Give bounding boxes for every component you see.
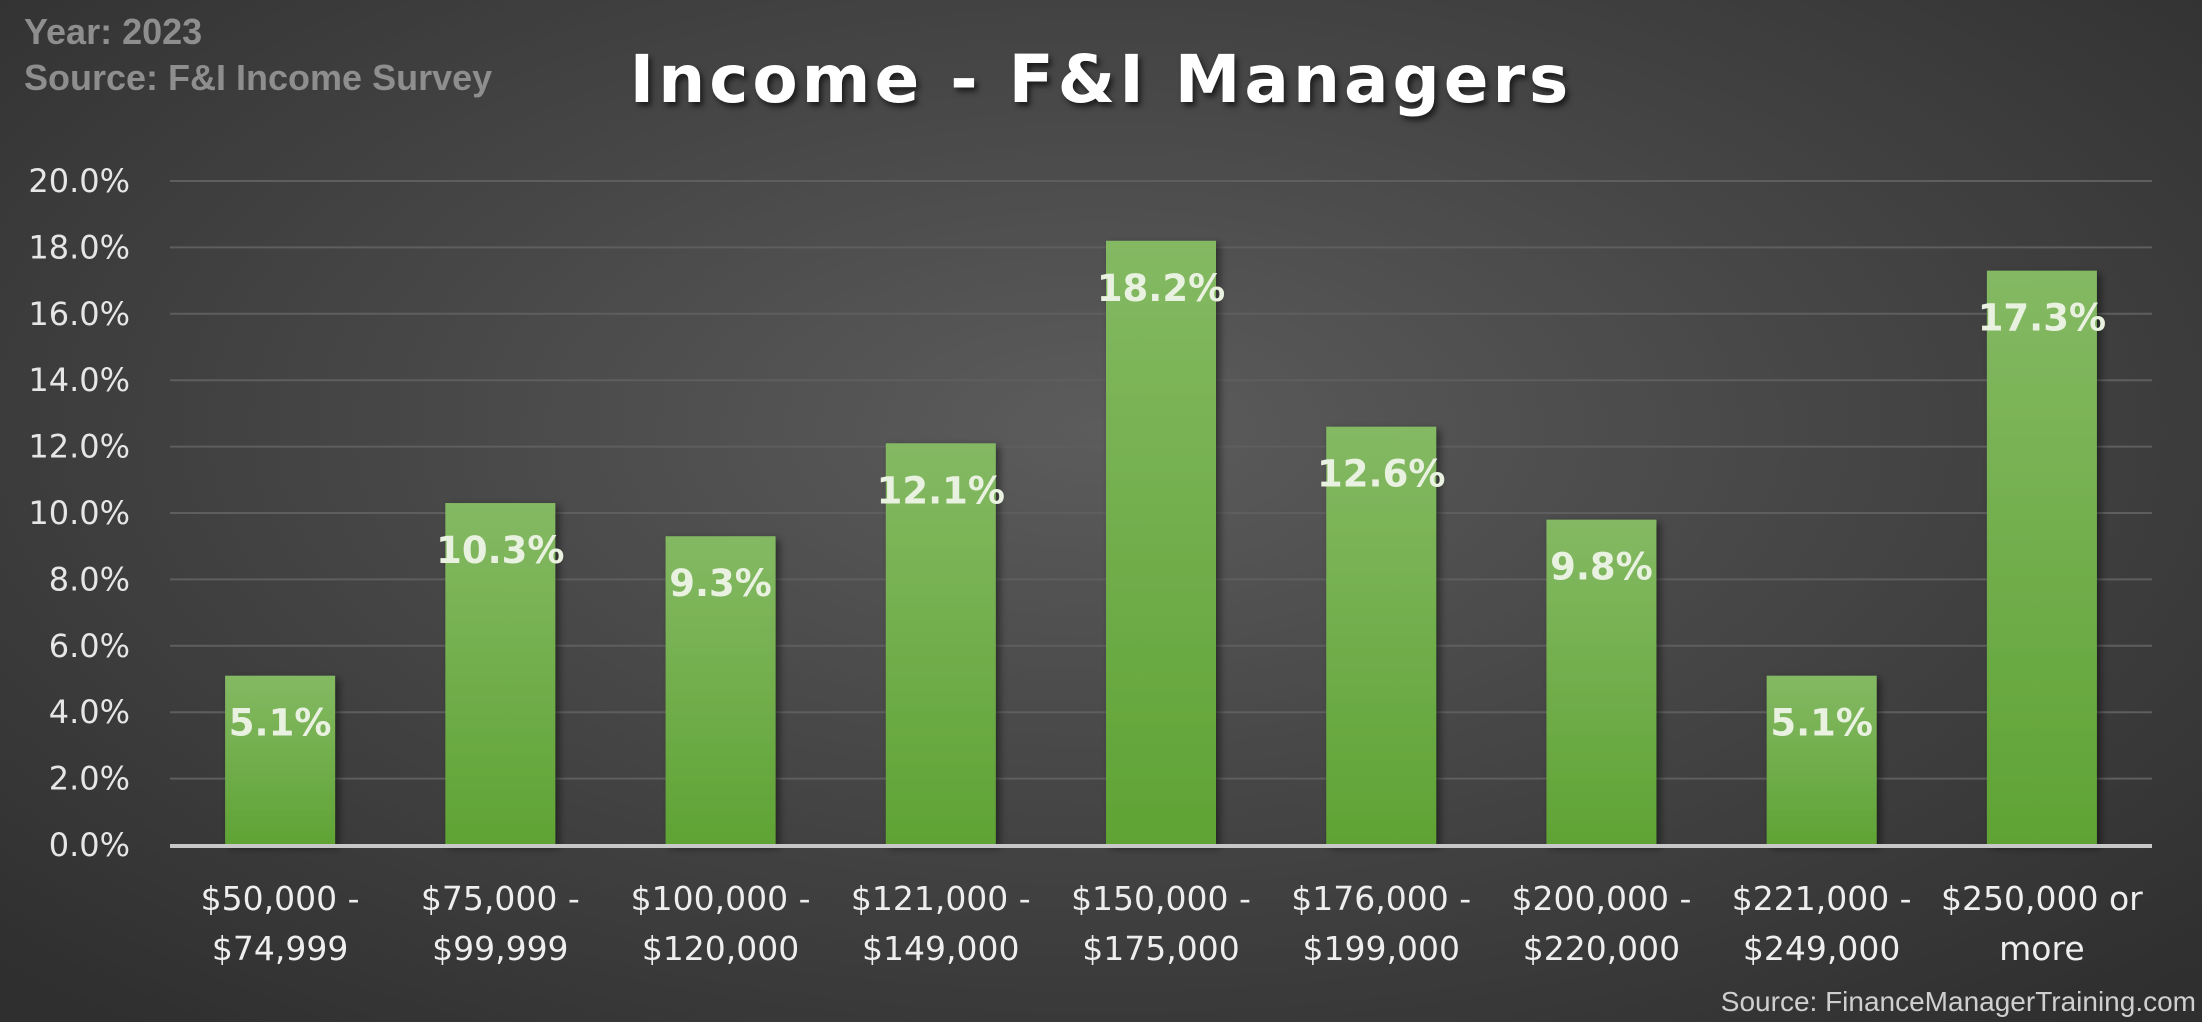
x-tick-label-line: $176,000 - xyxy=(1291,879,1471,918)
bar xyxy=(1106,240,1216,845)
x-tick-label-line: $75,000 - xyxy=(421,879,580,918)
x-tick-label: $176,000 - $199,000 xyxy=(1291,879,1471,968)
footer-source: Source: FinanceManagerTraining.com xyxy=(1720,986,2196,1017)
x-tick-label-line: $249,000 xyxy=(1743,929,1900,968)
x-tick-label-line: $199,000 xyxy=(1302,929,1459,968)
data-label: 10.3% xyxy=(436,529,564,572)
y-tick-label: 0.0% xyxy=(49,826,130,864)
data-label: 12.1% xyxy=(877,469,1005,512)
bar xyxy=(225,675,336,845)
bars xyxy=(225,240,2097,845)
x-tick-label-line: $220,000 xyxy=(1523,929,1680,968)
survey-source-note: Source: F&I Income Survey xyxy=(24,57,493,98)
y-tick-label: 8.0% xyxy=(49,560,130,598)
x-tick-label-line: $120,000 xyxy=(642,929,799,968)
x-tick-label: $100,000 - $120,000 xyxy=(631,879,811,968)
y-tick-label: 2.0% xyxy=(49,760,130,798)
x-tick-label: $121,000 - $149,000 xyxy=(851,879,1031,968)
bar xyxy=(1986,270,2097,845)
x-tick-label: $50,000 - $74,999 xyxy=(201,879,360,968)
x-tick-label: $75,000 - $99,999 xyxy=(421,879,580,968)
x-tick-label-line: more xyxy=(1999,929,2084,968)
y-tick-label: 16.0% xyxy=(28,295,130,333)
x-tick-label-line: $100,000 - xyxy=(631,879,811,918)
bar xyxy=(1546,519,1657,845)
data-label: 18.2% xyxy=(1097,267,1225,310)
data-labels: 5.1% 10.3% 9.3% 12.1% 18.2% 12.6% 9.8% 5.1% 17.3… xyxy=(229,267,2106,745)
bar xyxy=(1326,426,1437,845)
y-tick-label: 14.0% xyxy=(28,361,130,399)
x-tick-label: $150,000 - $175,000 xyxy=(1071,879,1251,968)
bar xyxy=(445,503,556,845)
x-tick-label-line: $250,000 or xyxy=(1941,879,2143,918)
y-tick-label: 6.0% xyxy=(49,627,130,665)
bar xyxy=(885,443,996,845)
x-tick-label-line: $149,000 xyxy=(862,929,1019,968)
y-tick-label: 4.0% xyxy=(49,693,130,731)
y-tick-label: 12.0% xyxy=(28,428,130,466)
year-note: Year: 2023 xyxy=(24,11,203,52)
x-tick-label: $221,000 - $249,000 xyxy=(1732,879,1912,968)
data-label: 5.1% xyxy=(1770,702,1873,745)
data-label: 12.6% xyxy=(1317,453,1445,496)
x-tick-label: $200,000 - $220,000 xyxy=(1512,879,1692,968)
data-label: 17.3% xyxy=(1978,297,2106,340)
data-label: 9.3% xyxy=(669,562,772,605)
bar xyxy=(1766,675,1877,845)
x-tick-label-line: $221,000 - xyxy=(1732,879,1912,918)
x-tick-label-line: $175,000 xyxy=(1082,929,1239,968)
y-tick-label: 18.0% xyxy=(28,228,130,266)
x-tick-label-line: $74,999 xyxy=(212,929,348,968)
x-tick-label-line: $50,000 - xyxy=(201,879,360,918)
x-tick-label-line: $121,000 - xyxy=(851,879,1031,918)
data-label: 5.1% xyxy=(229,702,332,745)
x-tick-label-line: $200,000 - xyxy=(1512,879,1692,918)
y-axis-ticks: 0.0% 2.0% 4.0% 6.0% 8.0% 10.0% 12.0% 14.0% 16.0%… xyxy=(28,162,130,864)
data-label: 9.8% xyxy=(1550,546,1653,589)
x-axis-ticks: $50,000 - $74,999 $75,000 - $99,999 $100,000… xyxy=(201,879,2143,968)
y-tick-label: 10.0% xyxy=(28,494,130,532)
y-tick-label: 20.0% xyxy=(28,162,130,200)
x-tick-label: $250,000 or more xyxy=(1941,879,2143,968)
bar xyxy=(665,536,776,845)
chart-title: Income - F&I Managers xyxy=(629,41,1573,118)
x-tick-label-line: $99,999 xyxy=(432,929,568,968)
x-tick-label-line: $150,000 - xyxy=(1071,879,1251,918)
